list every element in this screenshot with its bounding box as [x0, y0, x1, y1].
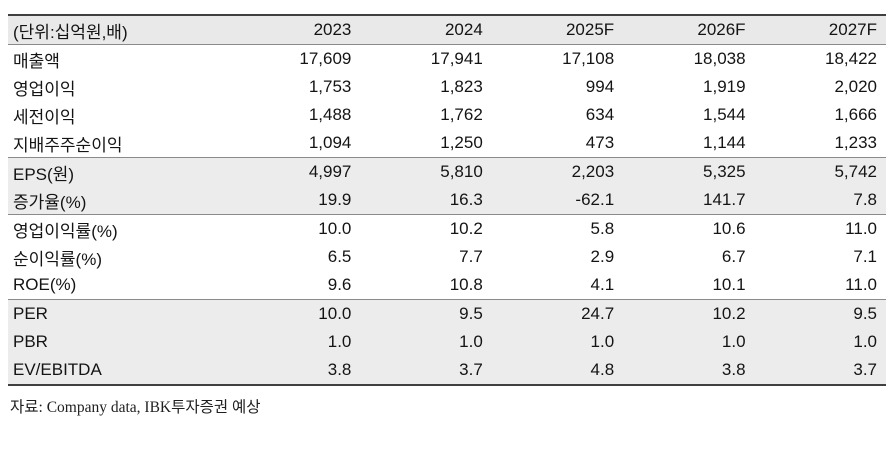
cell-value: 1.0	[459, 332, 483, 351]
table-row: 매출액 17,609 17,941 17,108 18,038 18,422	[8, 45, 886, 74]
cell-value: 1,250	[440, 133, 483, 152]
table-row: 영업이익 1,753 1,823 994 1,919 2,020	[8, 73, 886, 101]
cell-value: 1,488	[308, 105, 352, 124]
cell-value: 11.0	[845, 275, 877, 294]
table-row: 영업이익률(%) 10.0 10.2 5.8 10.6 11.0	[8, 215, 886, 244]
source-note: 자료: Company data, IBK투자증권 예상	[10, 399, 261, 416]
cell-value: 3.8	[327, 360, 352, 379]
table-row: 증가율(%) 19.9 16.3 -62.1 141.7 7.8	[8, 186, 886, 215]
cell-value: 634	[585, 105, 615, 124]
table-header-row: (단위:십억원,배) 2023 2024 2025F 2026F 2027F	[8, 15, 886, 45]
cell-value: 10.2	[712, 304, 746, 323]
table-row: ROE(%) 9.6 10.8 4.1 10.1 11.0	[8, 271, 886, 300]
row-label: 매출액	[13, 51, 60, 71]
table-body: 매출액 17,609 17,941 17,108 18,038 18,422 영업이익 1,7…	[8, 45, 886, 385]
cell-value: 18,422	[825, 49, 877, 68]
row-label: 순이익률(%)	[13, 249, 102, 269]
row-label: EPS(원)	[13, 164, 74, 184]
cell-value: 1.0	[721, 332, 746, 351]
cell-value: 2,020	[834, 77, 877, 96]
table-row: EPS(원) 4,997 5,810 2,203 5,325 5,742	[8, 157, 886, 186]
column-header-2027f: 2027F	[828, 20, 877, 39]
table-row: 순이익률(%) 6.5 7.7 2.9 6.7 7.1	[8, 243, 886, 271]
cell-value: 3.7	[459, 360, 483, 379]
cell-value: 16.3	[449, 190, 483, 209]
cell-value: 17,108	[562, 49, 615, 68]
table-row: 세전이익 1,488 1,762 634 1,544 1,666	[8, 101, 886, 129]
cell-value: 473	[585, 133, 615, 152]
cell-value: 5.8	[590, 219, 615, 238]
cell-value: 10.0	[318, 304, 352, 323]
row-label: 증가율(%)	[13, 192, 87, 212]
cell-value: 1,094	[308, 133, 352, 152]
cell-value: 5,810	[440, 162, 483, 181]
cell-value: 17,609	[299, 49, 352, 68]
cell-value: 4,997	[308, 162, 352, 181]
cell-value: 7.7	[459, 247, 483, 266]
row-label: PER	[13, 304, 48, 323]
cell-value: 994	[585, 77, 615, 96]
table-row: EV/EBITDA 3.8 3.7 4.8 3.8 3.7	[8, 356, 886, 385]
cell-value: 1,666	[834, 105, 877, 124]
cell-value: 18,038	[693, 49, 746, 68]
cell-value: 11.0	[845, 219, 877, 238]
row-label: PBR	[13, 332, 48, 351]
cell-value: 1,544	[703, 105, 746, 124]
row-label: 지배주주순이익	[13, 135, 123, 155]
cell-value: 10.2	[449, 219, 483, 238]
column-header-2024: 2024	[444, 20, 483, 39]
column-header-2023: 2023	[313, 20, 352, 39]
financial-estimates-table: (단위:십억원,배) 2023 2024 2025F 2026F 2027F 매…	[8, 14, 886, 386]
cell-value: 5,742	[834, 162, 877, 181]
table-header: (단위:십억원,배) 2023 2024 2025F 2026F 2027F	[8, 15, 886, 45]
column-header-2025f: 2025F	[565, 20, 615, 39]
cell-value: 1,233	[834, 133, 877, 152]
cell-value: 7.1	[853, 247, 877, 266]
cell-value: 10.1	[712, 275, 746, 294]
cell-value: 4.1	[590, 275, 615, 294]
cell-value: 19.9	[318, 190, 352, 209]
cell-value: 6.5	[327, 247, 352, 266]
cell-value: 5,325	[703, 162, 746, 181]
row-label: 세전이익	[13, 107, 76, 127]
row-label: 영업이익률(%)	[13, 221, 118, 241]
cell-value: 4.8	[590, 360, 615, 379]
cell-value: -62.1	[575, 190, 615, 209]
cell-value: 7.8	[853, 190, 877, 209]
cell-value: 2,203	[571, 162, 615, 181]
cell-value: 2.9	[590, 247, 615, 266]
column-header-2026f: 2026F	[697, 20, 746, 39]
row-label: EV/EBITDA	[13, 360, 102, 379]
cell-value: 1.0	[590, 332, 615, 351]
cell-value: 1,919	[703, 77, 746, 96]
cell-value: 10.8	[449, 275, 483, 294]
cell-value: 17,941	[430, 49, 483, 68]
table-row: 지배주주순이익 1,094 1,250 473 1,144 1,233	[8, 129, 886, 158]
cell-value: 1.0	[853, 332, 877, 351]
cell-value: 6.7	[721, 247, 746, 266]
row-label: 영업이익	[13, 79, 76, 99]
table-row: PBR 1.0 1.0 1.0 1.0 1.0	[8, 328, 886, 356]
row-label: ROE(%)	[13, 275, 77, 294]
cell-value: 1,762	[440, 105, 483, 124]
table-row: PER 10.0 9.5 24.7 10.2 9.5	[8, 299, 886, 328]
unit-label: (단위:십억원,배)	[13, 22, 128, 42]
cell-value: 1,144	[703, 133, 746, 152]
cell-value: 9.5	[459, 304, 483, 323]
cell-value: 3.7	[853, 360, 877, 379]
cell-value: 24.7	[581, 304, 615, 323]
cell-value: 141.7	[703, 190, 746, 209]
cell-value: 9.6	[327, 275, 352, 294]
cell-value: 3.8	[721, 360, 746, 379]
cell-value: 10.6	[712, 219, 746, 238]
cell-value: 9.5	[853, 304, 877, 323]
cell-value: 1.0	[327, 332, 352, 351]
cell-value: 1,823	[440, 77, 483, 96]
cell-value: 1,753	[308, 77, 352, 96]
cell-value: 10.0	[318, 219, 352, 238]
